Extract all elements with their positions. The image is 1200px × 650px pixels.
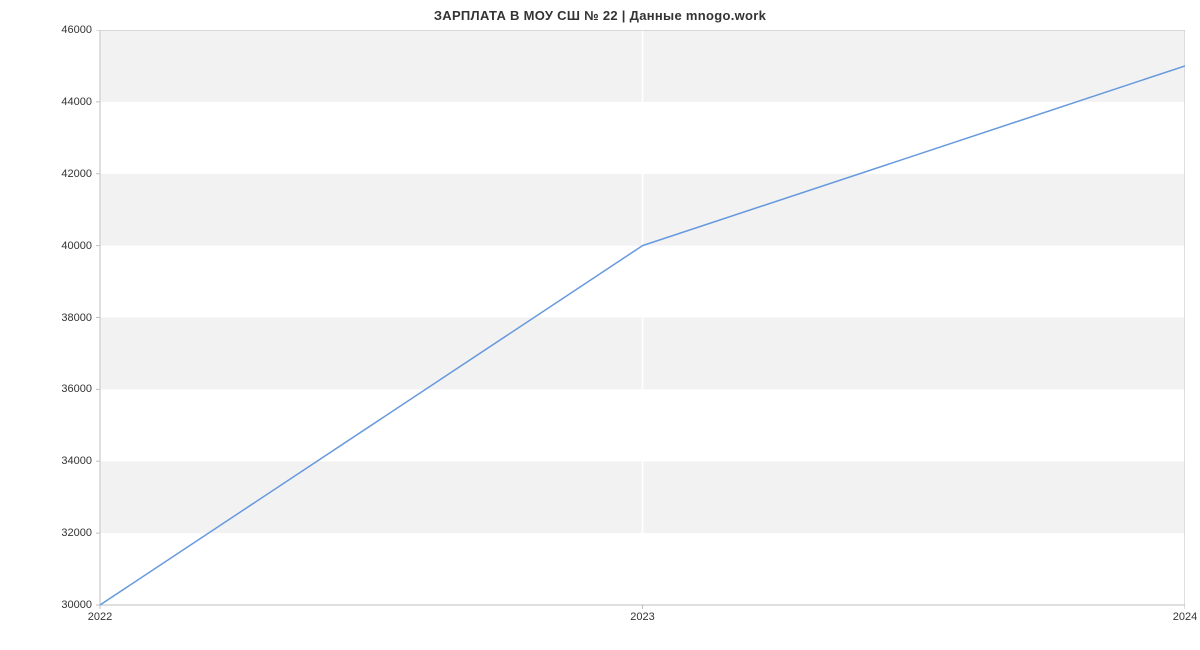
plot-area: 3000032000340003600038000400004200044000…	[100, 30, 1185, 605]
chart-container: ЗАРПЛАТА В МОУ СШ № 22 | Данные mnogo.wo…	[0, 0, 1200, 650]
y-tick-label: 42000	[61, 168, 100, 180]
y-tick-label: 46000	[61, 24, 100, 36]
y-tick-label: 34000	[61, 455, 100, 467]
y-tick-label: 38000	[61, 312, 100, 324]
y-tick-label: 40000	[61, 240, 100, 252]
y-tick-label: 32000	[61, 527, 100, 539]
y-tick-label: 36000	[61, 383, 100, 395]
x-tick-label: 2022	[88, 605, 112, 623]
chart-svg	[95, 30, 1185, 611]
y-tick-label: 44000	[61, 96, 100, 108]
x-tick-label: 2024	[1173, 605, 1197, 623]
chart-title: ЗАРПЛАТА В МОУ СШ № 22 | Данные mnogo.wo…	[0, 8, 1200, 23]
x-tick-label: 2023	[630, 605, 654, 623]
